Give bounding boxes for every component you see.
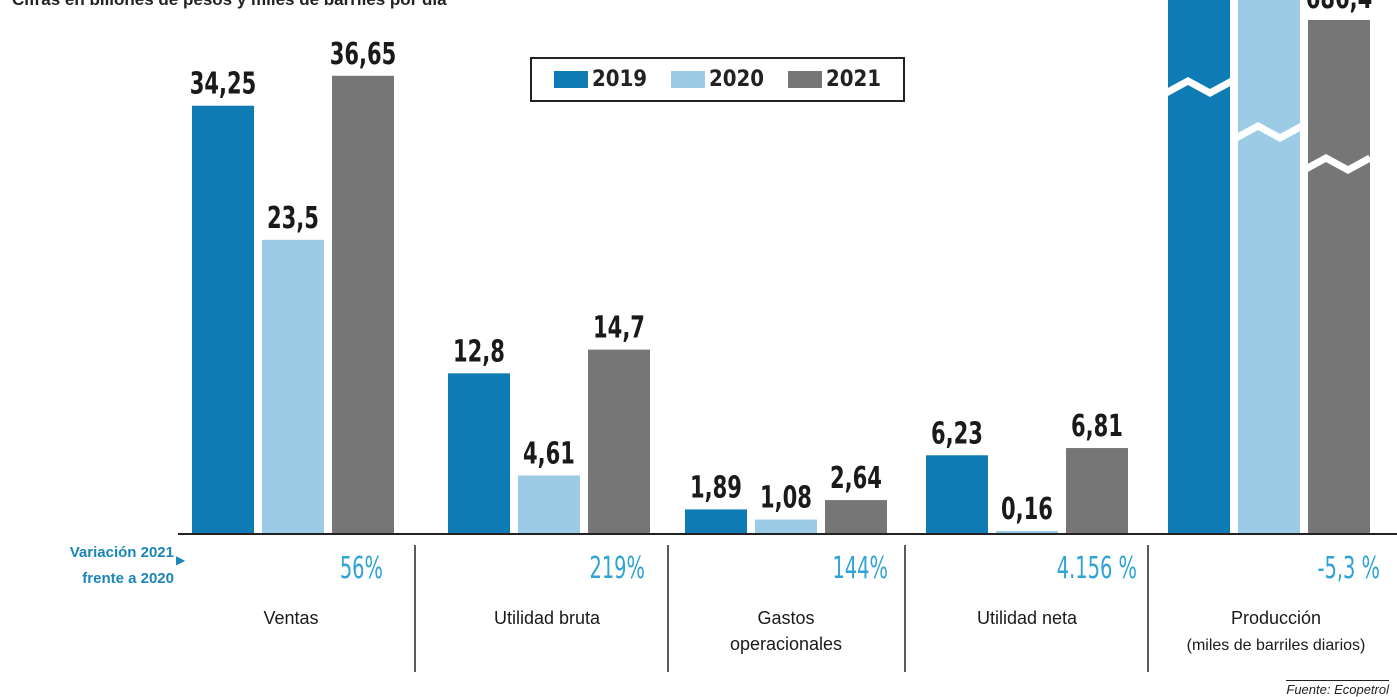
category-label-utilidad-bruta: Utilidad bruta: [494, 608, 601, 628]
variation-produccion: -5,3 %: [1317, 552, 1380, 586]
data-label-ventas-2021: 36,65: [330, 37, 397, 72]
source-note: Fuente: Ecopetrol: [1286, 680, 1389, 697]
data-label-utilidad-neta-2020: 0,16: [1001, 492, 1053, 527]
legend-swatch-2021: [787, 71, 822, 88]
legend-item-2020: 2020: [670, 67, 765, 92]
variation-label-line-1: Variación 2021: [69, 544, 174, 561]
data-label-ventas-2020: 23,5: [267, 201, 319, 236]
category-label-gastos-operacionales-line-2: operacionales: [730, 634, 842, 654]
axis-break-1: [1164, 77, 1234, 97]
bar-utilidad-neta-2020: [996, 531, 1058, 533]
bar-utilidad-neta-2021: [1066, 448, 1128, 533]
data-label-utilidad-bruta-2019: 12,8: [453, 335, 505, 370]
chart-subtitle: Cifras en billones de pesos y miles de b…: [12, 0, 447, 10]
data-label-gastos-operacionales-2020: 1,08: [760, 481, 812, 516]
legend-label-2021: 2021: [825, 67, 882, 92]
bar-produccion-2020: [1238, 0, 1300, 533]
variation-arrow-icon: ▶: [176, 553, 186, 567]
data-label-utilidad-neta-2021: 6,81: [1071, 409, 1123, 444]
data-label-ventas-2019: 34,25: [190, 67, 257, 102]
bar-ventas-2020: [262, 239, 324, 533]
variation-utilidad-bruta: 219%: [589, 552, 645, 586]
data-label-utilidad-neta-2019: 6,23: [931, 417, 983, 452]
data-label-gastos-operacionales-2021: 2,64: [830, 461, 882, 496]
bar-utilidad-neta-2019: [926, 455, 988, 533]
variation-gastos-operacionales: 144%: [832, 552, 888, 586]
bar-ventas-2021: [332, 75, 394, 533]
variation-ventas: 56%: [340, 552, 383, 586]
legend-item-2019: 2019: [553, 67, 648, 92]
category-label-produccion: Producción: [1231, 608, 1321, 628]
category-label-utilidad-neta: Utilidad neta: [977, 608, 1078, 628]
category-label-produccion-line-2: (miles de barriles diarios): [1187, 637, 1366, 654]
data-label-produccion-2021: 686,4: [1306, 0, 1373, 16]
variation-label-line-2: frente a 2020: [82, 570, 174, 587]
data-label-utilidad-bruta-2020: 4,61: [523, 437, 575, 472]
bar-ventas-2019: [192, 105, 254, 533]
legend-label-2020: 2020: [708, 67, 765, 92]
data-label-gastos-operacionales-2019: 1,89: [690, 471, 742, 506]
legend-item-2021: 2021: [787, 67, 882, 92]
category-label-gastos-operacionales: Gastos: [757, 608, 814, 628]
axis-break-3: [1302, 154, 1372, 174]
bar-gastos-operacionales-2021: [825, 500, 887, 533]
variation-label: Variación 2021 frente a 2020: [14, 540, 174, 592]
bar-produccion-2019: [1168, 0, 1230, 533]
legend-swatch-2020: [670, 71, 705, 88]
bar-utilidad-bruta-2021: [588, 349, 650, 533]
bar-gastos-operacionales-2019: [685, 509, 747, 533]
bar-utilidad-bruta-2020: [518, 475, 580, 533]
bar-gastos-operacionales-2020: [755, 519, 817, 533]
legend-label-2019: 2019: [591, 67, 648, 92]
legend-swatch-2019: [553, 71, 588, 88]
bar-produccion-2021: [1308, 20, 1370, 533]
bar-utilidad-bruta-2019: [448, 373, 510, 533]
category-label-ventas: Ventas: [263, 608, 318, 628]
variation-utilidad-neta: 4.156 %: [1057, 552, 1137, 586]
data-label-utilidad-bruta-2021: 14,7: [593, 311, 645, 346]
chart-legend: 2019 2020 2021: [530, 57, 905, 102]
axis-break-2: [1234, 122, 1304, 142]
